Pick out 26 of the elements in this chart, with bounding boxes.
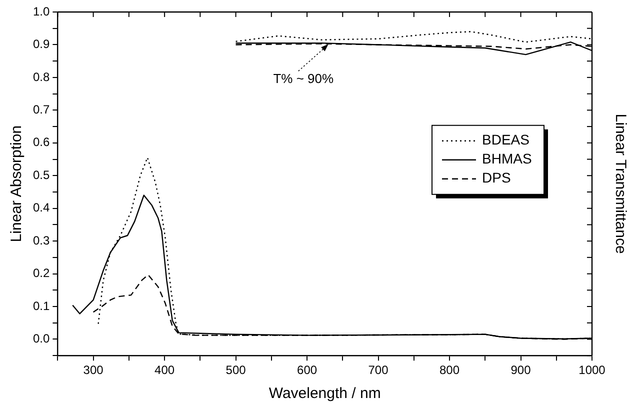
legend-label: DPS xyxy=(482,170,511,186)
y-tick-label: 0.6 xyxy=(32,135,50,150)
x-axis-title: Wavelength / nm xyxy=(268,385,381,402)
annotation: T% ~ 90% xyxy=(273,71,334,86)
legend-label: BHMAS xyxy=(482,150,532,167)
y-tick-label: 0.5 xyxy=(32,168,50,182)
y-tick-label: 0.8 xyxy=(32,70,50,84)
x-tick-label: 300 xyxy=(83,363,104,378)
y-tick-label: 0.4 xyxy=(32,200,50,215)
x-tick-label: 1000 xyxy=(578,363,606,378)
y-tick-label: 0.7 xyxy=(32,102,50,116)
y-tick-label: 0.1 xyxy=(32,298,50,313)
x-tick-label: 900 xyxy=(510,363,532,378)
legend-label: BDEAS xyxy=(482,132,530,148)
y-tick-label: 1.0 xyxy=(32,4,50,18)
y2-axis-title: Linear Transmittance xyxy=(612,114,629,254)
x-tick-label: 400 xyxy=(154,363,175,378)
y-tick-label: 0.2 xyxy=(32,266,50,280)
x-tick-label: 700 xyxy=(368,363,389,378)
x-tick-label: 500 xyxy=(226,363,246,378)
y-tick-label: 0.0 xyxy=(32,332,50,346)
y-axis-title: Linear Absorption xyxy=(8,125,26,242)
y-tick-label: 0.3 xyxy=(32,233,50,248)
x-tick-label: 600 xyxy=(297,363,318,378)
x-tick-label: 800 xyxy=(440,363,460,378)
y-tick-label: 0.9 xyxy=(32,37,50,52)
